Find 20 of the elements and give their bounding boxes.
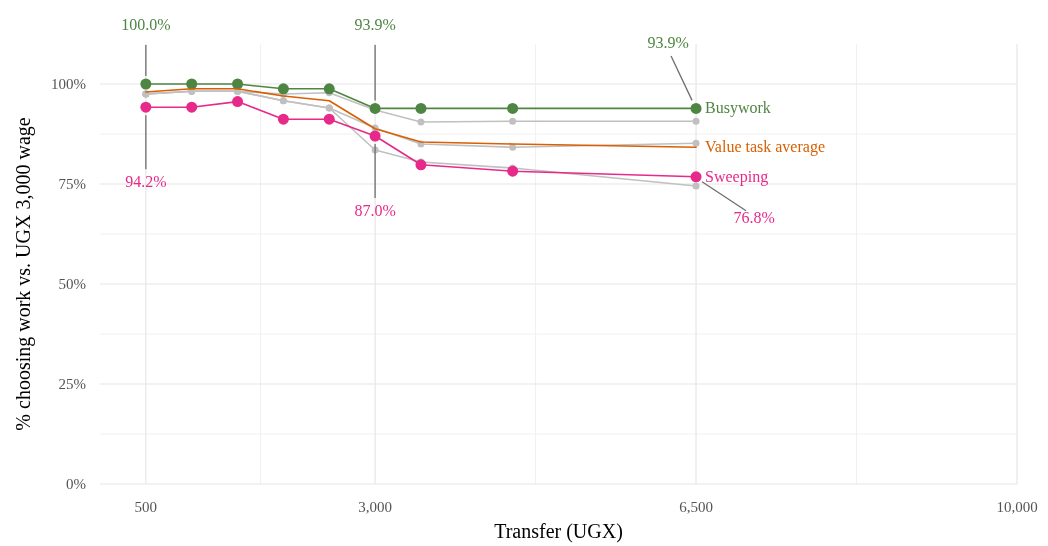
x-tick-label: 500 <box>134 499 158 515</box>
annotation: 93.9% <box>647 34 689 51</box>
y-axis-title: % choosing work vs. UGX 3,000 wage <box>12 117 35 431</box>
annotation: 87.0% <box>354 202 396 219</box>
y-tick-label: 100% <box>51 76 86 92</box>
series-label: Value task average <box>705 138 825 157</box>
series-label: Busywork <box>705 99 771 118</box>
y-tick-label: 75% <box>58 176 86 192</box>
annotation: 94.2% <box>125 173 167 191</box>
series-label: Sweeping <box>705 167 769 186</box>
x-axis-title: Transfer (UGX) <box>494 520 623 543</box>
annotation: 93.9% <box>354 16 396 33</box>
y-tick-label: 25% <box>58 376 86 392</box>
x-tick-label: 6,500 <box>679 499 713 515</box>
annotation: 100.0% <box>121 16 171 33</box>
x-tick-label: 3,000 <box>358 499 392 515</box>
y-tick-label: 50% <box>58 276 86 292</box>
annotation: 76.8% <box>733 208 775 226</box>
y-tick-label: 0% <box>66 476 86 492</box>
x-tick-label: 10,000 <box>996 499 1038 515</box>
